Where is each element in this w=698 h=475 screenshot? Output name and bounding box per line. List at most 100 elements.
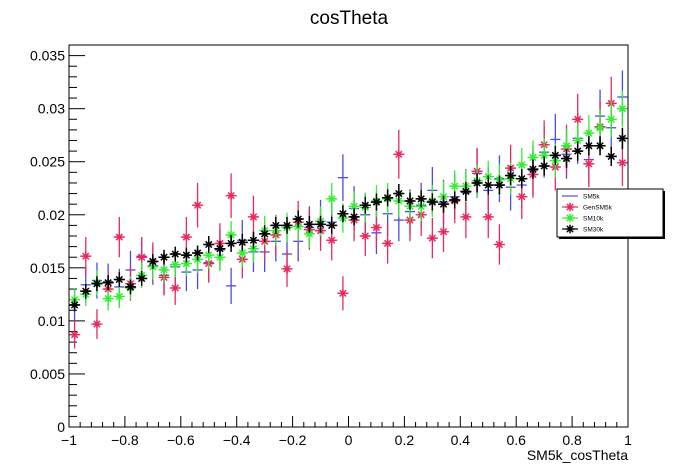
data-point [171,249,180,259]
data-point [551,151,560,160]
x-tick-label: −0.2 [279,432,307,448]
data-point [607,152,616,161]
data-point [517,160,526,170]
data-point [171,260,180,269]
data-point [349,212,359,222]
chart-title: cosTheta [310,8,389,29]
data-point [204,240,213,249]
data-point [461,212,471,222]
data-point [573,146,582,156]
data-point [159,253,169,262]
data-point [81,251,90,261]
data-point [394,150,404,159]
data-point [461,187,471,196]
data-point [506,171,515,180]
data-point [182,250,191,260]
data-point [450,181,459,191]
x-tick-label: −1 [61,432,77,448]
data-point [215,253,225,262]
data-point [226,239,236,248]
data-point [495,180,504,190]
data-point [517,192,526,201]
data-point [338,209,348,218]
data-point [338,289,348,298]
data-point [305,229,314,239]
x-tick-label: 0.2 [395,432,415,448]
data-point [238,248,247,258]
data-point [159,265,169,275]
data-point [103,294,113,303]
data-point [115,292,124,301]
y-tick-label: 0.035 [30,48,65,64]
x-tick-label: −0.8 [111,432,139,448]
y-tick-label: 0 [57,419,65,435]
data-point [573,136,582,145]
data-point [562,154,571,163]
data-point [293,214,303,224]
y-tick-label: 0.03 [38,101,65,117]
data-point [171,283,180,293]
y-tick-label: 0.01 [38,313,65,329]
data-point [204,250,213,260]
data-point [103,278,113,287]
data-layer [69,70,628,349]
data-point [528,153,538,162]
legend-label: SM10k [583,215,604,222]
data-point [439,199,448,209]
data-point [517,174,526,183]
data-point [405,196,415,206]
data-point [92,279,102,288]
data-point [416,194,426,204]
data-point [472,178,482,188]
data-point [528,164,538,174]
data-point [327,194,336,204]
data-point [394,189,404,198]
data-point [618,134,627,143]
data-point [316,220,325,229]
data-point [182,232,191,242]
legend-marker [565,224,575,234]
data-point [595,123,605,132]
data-point [215,244,225,253]
data-point [81,286,90,296]
y-tick-label: 0.02 [38,207,65,223]
legend-label: SM30k [583,226,604,233]
data-point [495,240,504,249]
data-point [428,197,437,207]
data-point [226,191,236,200]
data-point [450,195,459,205]
x-tick-label: 0 [345,432,353,448]
data-point [126,282,135,292]
x-tick-label: −0.4 [223,432,251,448]
data-point [305,220,314,229]
legend-label: GenSM5k [583,204,613,211]
data-point [238,238,247,247]
legend-label: SM5k [583,193,600,200]
data-point [539,161,549,171]
x-tick-label: 0.4 [451,432,471,448]
data-point [484,212,493,222]
data-point [137,253,146,262]
data-point [562,141,571,151]
y-tick-label: 0.025 [30,154,65,170]
data-point [372,223,381,232]
data-point [349,202,359,211]
data-point [249,212,258,222]
data-point [484,180,493,190]
data-point [70,330,79,339]
data-point [584,141,594,151]
data-point [383,193,392,202]
data-point [282,221,292,230]
data-point [361,231,370,241]
data-point [271,221,281,230]
data-point [92,319,102,329]
data-point [584,159,594,169]
series-SM30k [69,127,628,312]
data-point [327,236,336,245]
y-tick-label: 0.005 [30,366,65,382]
data-point [573,115,582,124]
x-tick-label: 0.6 [506,432,526,448]
legend: SM5k GenSM5k SM10k SM30k [556,188,665,239]
data-point [70,300,79,310]
